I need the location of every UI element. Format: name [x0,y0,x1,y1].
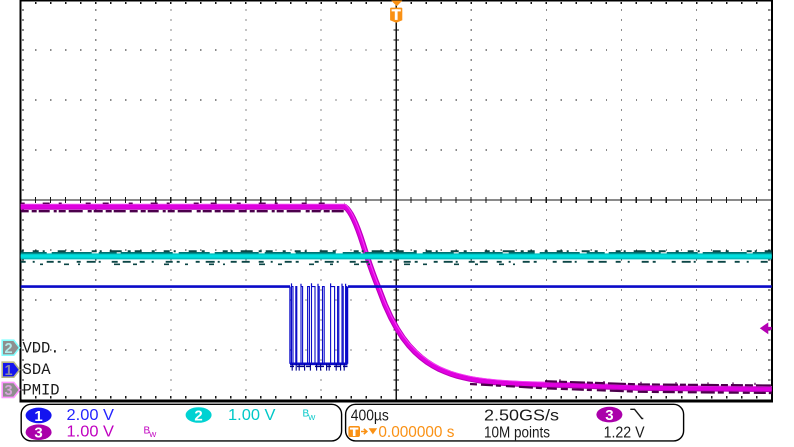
svg-text:VDD.: VDD. [23,340,60,358]
svg-text:W: W [149,430,157,439]
svg-text:1: 1 [34,408,42,425]
svg-text:0.000000 s: 0.000000 s [378,424,454,441]
svg-text:2.50GS/s: 2.50GS/s [484,408,559,425]
svg-text:1.00 V: 1.00 V [67,424,115,441]
svg-text:3: 3 [34,425,42,442]
svg-text:2.00 V: 2.00 V [67,407,115,424]
svg-text:400µs: 400µs [351,408,389,425]
svg-text:1.22 V: 1.22 V [604,424,645,441]
svg-text:W: W [308,413,316,422]
svg-text:3: 3 [605,407,613,424]
svg-text:3: 3 [5,383,13,399]
svg-text:B: B [144,425,151,436]
svg-text:SDA: SDA [23,361,52,379]
svg-text:B: B [303,408,310,419]
svg-text:PMID: PMID [23,381,60,399]
svg-text:2: 2 [5,341,13,357]
svg-text:2: 2 [194,407,202,424]
svg-text:1: 1 [5,363,13,379]
svg-text:1.00 V: 1.00 V [228,407,276,424]
svg-text:10M points: 10M points [484,424,550,441]
